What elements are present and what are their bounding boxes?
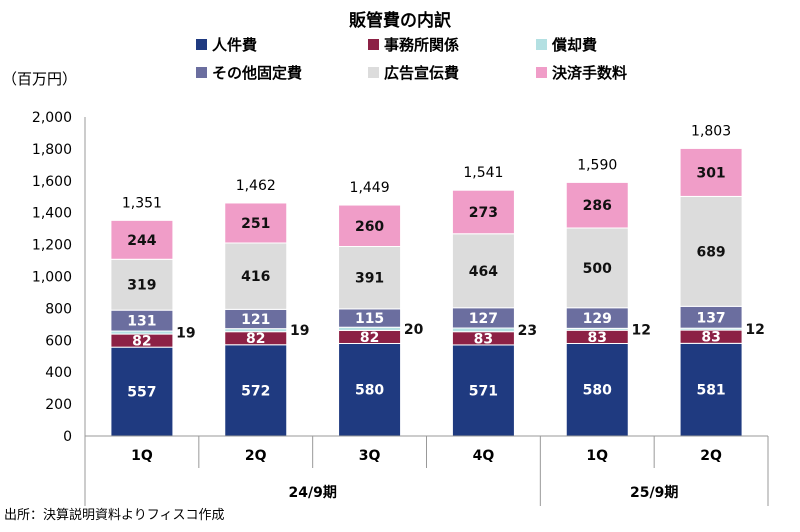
data-label: 19 [290, 323, 309, 339]
category-label: 2Q [245, 448, 267, 464]
legend-label: その他固定費 [212, 64, 302, 82]
data-label: 131 [127, 314, 156, 330]
data-label: 301 [696, 165, 725, 181]
category-label: 1Q [586, 448, 608, 464]
data-label: 83 [588, 330, 607, 346]
legend-swatch [196, 67, 207, 78]
legend-label: 決済手数料 [552, 64, 627, 82]
bar-segment [565, 342, 629, 437]
bar-segment [224, 202, 288, 244]
category-label: 1Q [131, 448, 153, 464]
legend-label: 事務所関係 [384, 36, 459, 54]
legend-swatch [368, 67, 379, 78]
data-label: 286 [583, 198, 612, 214]
total-label: 1,590 [577, 157, 617, 173]
legend-swatch [536, 39, 547, 50]
legend-label: 広告宣伝費 [384, 64, 459, 82]
data-label: 557 [127, 385, 156, 401]
category-label: 4Q [473, 448, 495, 464]
data-label: 416 [241, 269, 270, 285]
y-tick-label: 0 [63, 429, 72, 445]
data-label: 500 [583, 261, 612, 277]
bar-segment [679, 342, 743, 437]
bar-segment [451, 344, 515, 437]
bar-segment [338, 246, 402, 310]
bar-segment [338, 342, 402, 437]
category-label: 2Q [700, 448, 722, 464]
period-label: 24/9期 [288, 485, 336, 501]
y-tick-label: 1,200 [32, 238, 72, 254]
data-label: 83 [474, 331, 493, 347]
data-label: 580 [355, 383, 384, 399]
bar-segment [451, 233, 515, 309]
source-note: 出所：決算説明資料よりフィスコ作成 [4, 507, 224, 523]
total-label: 1,541 [463, 165, 503, 181]
data-label: 391 [355, 271, 384, 287]
total-label: 1,449 [350, 180, 390, 196]
data-label: 121 [241, 312, 270, 328]
legend-swatch [536, 67, 547, 78]
data-label: 12 [632, 322, 651, 338]
data-label: 581 [696, 383, 725, 399]
data-label: 115 [355, 311, 384, 327]
data-label: 129 [583, 311, 612, 327]
y-tick-label: 1,000 [32, 270, 72, 286]
chart-title: 販管費の内訳 [349, 10, 452, 31]
y-tick-label: 2,000 [32, 110, 72, 126]
data-label: 82 [360, 330, 379, 346]
data-label: 244 [127, 233, 156, 249]
legend-label: 人件費 [212, 36, 257, 54]
bar-segment [679, 147, 743, 197]
category-axis: 24/9期 25/9期 1Q 2Q 3Q 4Q 1Q 2Q [84, 435, 769, 506]
data-label: 571 [469, 383, 498, 399]
y-tick-label: 1,600 [32, 174, 72, 190]
category-label: 3Q [359, 448, 381, 464]
period-label: 25/9期 [630, 485, 678, 501]
legend-swatch [196, 39, 207, 50]
y-tick-label: 600 [45, 333, 72, 349]
bar-segment [224, 344, 288, 437]
data-label: 273 [469, 205, 498, 221]
legend-swatch [368, 39, 379, 50]
data-label: 580 [583, 383, 612, 399]
bars: 557 82 19 131 319 244 1,351 572 82 19 121 416 251 1,4… [110, 123, 765, 437]
data-label: 319 [127, 278, 156, 294]
bar-segment [565, 181, 629, 229]
bar-segment [679, 195, 743, 307]
legend-label: 償却費 [551, 36, 597, 54]
data-label: 464 [469, 264, 498, 280]
data-label: 251 [241, 216, 270, 232]
bar-segment [338, 204, 402, 248]
y-axis-unit-label: （百万円） [2, 70, 77, 88]
y-tick-label: 1,400 [32, 206, 72, 222]
data-label: 83 [701, 330, 720, 346]
data-label: 82 [246, 331, 265, 347]
data-label: 23 [518, 323, 537, 339]
data-label: 82 [132, 334, 151, 350]
y-tick-label: 1,800 [32, 142, 72, 158]
data-label: 689 [696, 244, 725, 260]
data-label: 20 [404, 322, 424, 338]
y-tick-label: 200 [45, 397, 72, 413]
bar-segment [224, 242, 288, 310]
data-label: 127 [469, 311, 498, 327]
y-tick-label: 800 [45, 301, 72, 317]
data-label: 12 [745, 322, 764, 338]
total-label: 1,803 [691, 123, 731, 139]
bar-segment [110, 258, 174, 311]
y-axis: 0 200 400 600 800 1,000 1,200 1,400 1,600 1,800 2,… [32, 110, 86, 445]
y-tick-label: 400 [45, 365, 72, 381]
bar-segment [451, 189, 515, 235]
bar-segment [565, 227, 629, 309]
data-label: 572 [241, 383, 270, 399]
data-label: 137 [696, 310, 725, 326]
data-label: 19 [176, 326, 195, 342]
total-label: 1,462 [236, 178, 276, 194]
total-label: 1,351 [122, 196, 162, 212]
data-label: 260 [355, 219, 384, 235]
bar-segment [451, 327, 515, 333]
bar-segment [110, 219, 174, 260]
